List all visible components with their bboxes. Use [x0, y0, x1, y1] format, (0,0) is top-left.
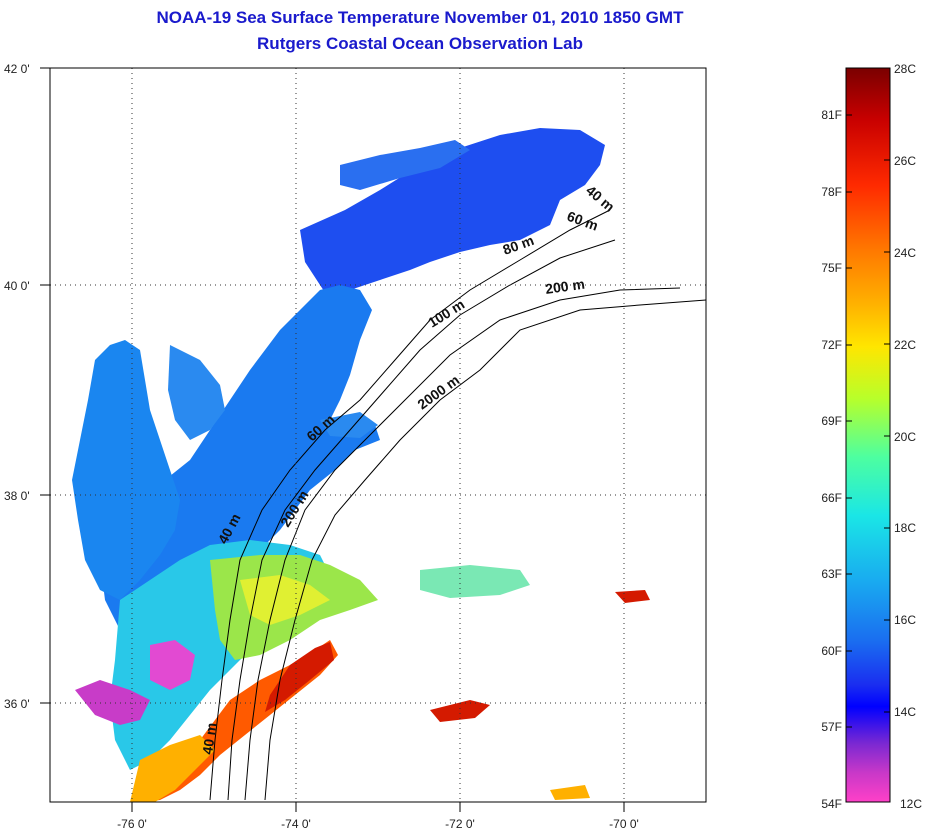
map-title: NOAA-19 Sea Surface Temperature November…: [156, 8, 684, 27]
map-frame: [49, 67, 707, 803]
colorbar-fahrenheit-label: 66F: [821, 491, 842, 505]
colorbar-celsius-label: 28C: [894, 62, 916, 76]
sst-patch-shelf-north: [300, 128, 605, 300]
colorbar-fahrenheit-label: 63F: [821, 567, 842, 581]
sst-patch-gulfstream-red: [265, 642, 334, 712]
lon-tick-label: -70 0': [609, 817, 639, 831]
map-subtitle: Rutgers Coastal Ocean Observation Lab: [257, 34, 583, 53]
sst-patch-chesapeake: [72, 340, 180, 600]
colorbar-celsius-label: 16C: [894, 613, 916, 627]
sst-patch-offshore-5: [320, 412, 378, 438]
colorbar-fahrenheit-label: 72F: [821, 338, 842, 352]
contour-line-60m: [227, 239, 616, 801]
lon-tick-label: -76 0': [117, 817, 147, 831]
sst-patch-offshore-2: [430, 700, 490, 722]
sst-patch-offshore-3: [615, 590, 650, 603]
colorbar-fahrenheit-label: 81F: [821, 108, 842, 122]
contour-line-40m: [209, 209, 611, 801]
sst-patch-nj-shelf: [100, 285, 380, 640]
contour-label: 40 m: [199, 722, 219, 756]
sst-patch-outer-banks: [150, 640, 195, 690]
colorbar-gradient: [845, 67, 891, 803]
colorbar-celsius-label: 18C: [894, 521, 916, 535]
colorbar-fahrenheit-label: 57F: [821, 720, 842, 734]
contour-label: 200 m: [544, 276, 586, 297]
contour-line-2000m: [264, 299, 706, 801]
sst-patch-offshore-1: [420, 565, 530, 598]
colorbar-celsius-label: 20C: [894, 430, 916, 444]
sst-colorbar: 81F 78F 75F 72F 69F 66F 63F 60F 57F 54F …: [821, 62, 922, 811]
colorbar-celsius-label: 14C: [894, 705, 916, 719]
lon-tick-label: -72 0': [445, 817, 475, 831]
colorbar-fahrenheit-label: 60F: [821, 644, 842, 658]
sst-patch-pamlico: [75, 680, 150, 725]
colorbar-fahrenheit-label: 78F: [821, 185, 842, 199]
contour-line-200m: [244, 287, 681, 801]
lat-tick-label: 40 0': [4, 279, 30, 293]
contour-label: 2000 m: [414, 372, 462, 413]
colorbar-fahrenheit-label: 75F: [821, 261, 842, 275]
sst-map: -76 0' -74 0' -72 0' -70 0' 42 0' 40 0' …: [4, 62, 707, 831]
colorbar-celsius-label: 12C: [900, 797, 922, 811]
colorbar-celsius-label: 24C: [894, 246, 916, 260]
sst-patch-delaware: [168, 345, 225, 440]
contour-label: 100 m: [425, 296, 467, 331]
sst-patch-orange-south: [130, 735, 215, 802]
sst-patch-li-sound: [340, 140, 470, 190]
sst-patch-offshore-4: [550, 785, 590, 800]
colorbar-fahrenheit-label: 69F: [821, 414, 842, 428]
lat-tick-label: 36 0': [4, 697, 30, 711]
lat-tick-label: 38 0': [4, 489, 30, 503]
colorbar-fahrenheit-label: 54F: [821, 797, 842, 811]
lat-tick-label: 42 0': [4, 62, 30, 76]
sst-patch-yellow: [240, 575, 330, 625]
lon-tick-label: -74 0': [281, 817, 311, 831]
colorbar-celsius-label: 22C: [894, 338, 916, 352]
colorbar-celsius-label: 26C: [894, 154, 916, 168]
